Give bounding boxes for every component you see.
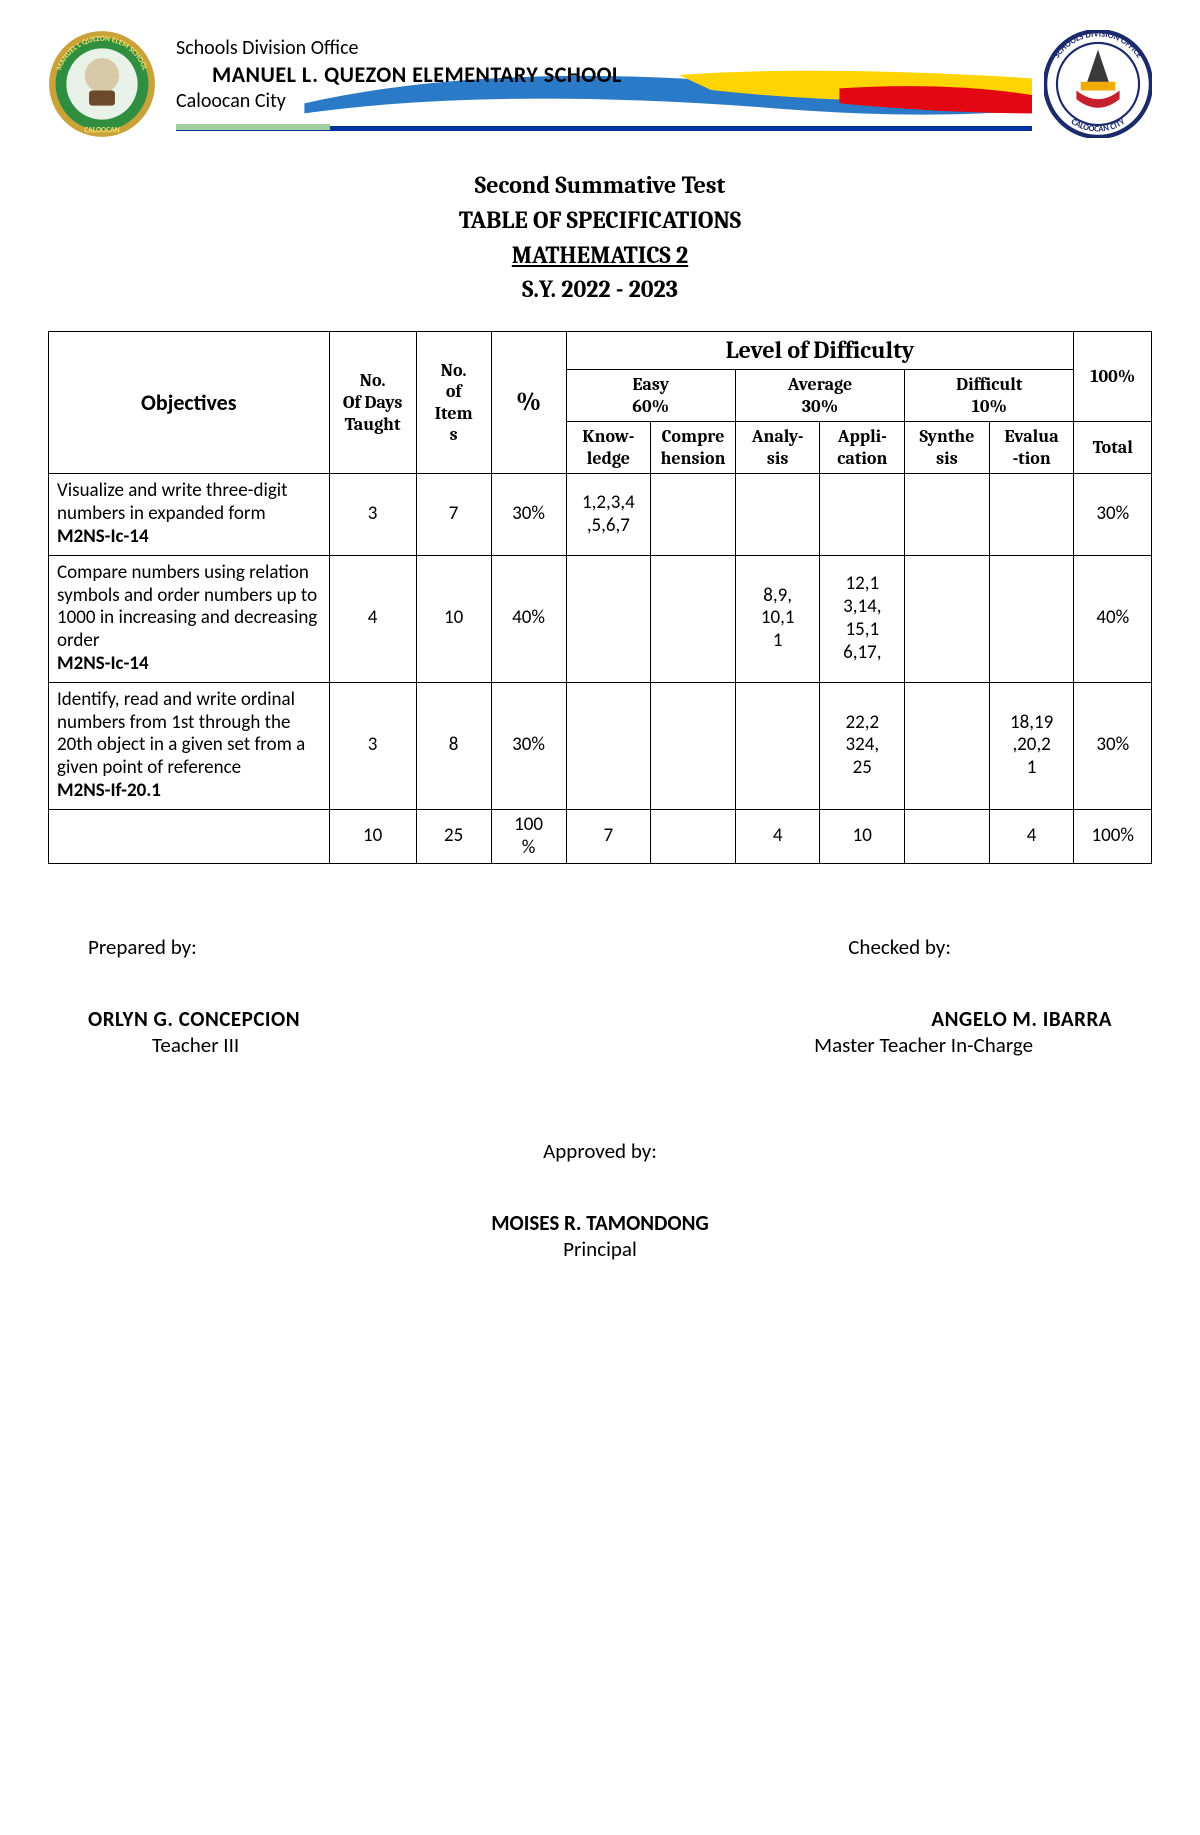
cell-days: 3 [329, 682, 416, 809]
cell-items: 7 [416, 474, 491, 555]
cell-knowledge: 1,2,3,4,5,6,7 [566, 474, 651, 555]
signature-block: Prepared by: ORLYN G. CONCEPCION Teacher… [48, 934, 1152, 1262]
col-total: Total [1074, 422, 1152, 474]
cell-days: 4 [329, 555, 416, 682]
cell-total-percent: 100% [491, 809, 566, 864]
col-knowledge: Know-ledge [566, 422, 651, 474]
table-header: Objectives No.Of DaysTaught No.ofItems %… [49, 332, 1152, 474]
cell-total-evaluation: 4 [989, 809, 1074, 864]
approved-name: MOISES R. TAMONDONG [48, 1210, 1152, 1236]
checked-label: Checked by: [848, 934, 1112, 960]
prepared-label: Prepared by: [88, 934, 559, 960]
division-seal-right: SCHOOLS DIVISION OFFICE CALOOCAN CITY [1044, 30, 1152, 138]
specifications-table: Objectives No.Of DaysTaught No.ofItems %… [48, 331, 1152, 864]
cell-items: 8 [416, 682, 491, 809]
title-subject: MATHEMATICS 2 [48, 238, 1152, 273]
checked-name: ANGELO M. IBARRA [641, 1006, 1112, 1032]
col-evaluation: Evalua-tion [989, 422, 1074, 474]
col-difficult: Difficult10% [905, 369, 1074, 421]
city-name: Caloocan City [176, 89, 622, 114]
cell-knowledge [566, 682, 651, 809]
cell-analysis [735, 682, 820, 809]
school-name: MANUEL L. QUEZON ELEMENTARY SCHOOL [212, 61, 622, 89]
title-line-1: Second Summative Test [48, 168, 1152, 203]
cell-total-synthesis [905, 809, 990, 864]
cell-comprehension [651, 555, 736, 682]
col-items: No.ofItems [416, 332, 491, 474]
prepared-title: Teacher III [152, 1032, 559, 1058]
col-objectives: Objectives [49, 332, 330, 474]
document-title-block: Second Summative Test TABLE OF SPECIFICA… [48, 168, 1152, 307]
cell-total-analysis: 4 [735, 809, 820, 864]
cell-total-comprehension [651, 809, 736, 864]
table-row: Identify, read and write ordinal numbers… [49, 682, 1152, 809]
col-synthesis: Synthesis [905, 422, 990, 474]
col-average: Average30% [735, 369, 904, 421]
cell-objective-total [49, 809, 330, 864]
table-totals-row: 1025100%74104100% [49, 809, 1152, 864]
cell-total: 40% [1074, 555, 1152, 682]
cell-total-items: 25 [416, 809, 491, 864]
cell-evaluation [989, 555, 1074, 682]
cell-synthesis [905, 474, 990, 555]
letterhead-text: Schools Division Office MANUEL L. QUEZON… [176, 36, 622, 114]
title-line-2: TABLE OF SPECIFICATIONS [48, 203, 1152, 238]
cell-total: 30% [1074, 682, 1152, 809]
cell-total-application: 10 [820, 809, 905, 864]
cell-percent: 30% [491, 474, 566, 555]
cell-total: 30% [1074, 474, 1152, 555]
cell-days: 3 [329, 474, 416, 555]
cell-analysis: 8,9,10,11 [735, 555, 820, 682]
cell-objective: Visualize and write three-digit numbers … [49, 474, 330, 555]
cell-application: 22,2324,25 [820, 682, 905, 809]
approved-by: Approved by: MOISES R. TAMONDONG Princip… [48, 1138, 1152, 1262]
cell-percent: 30% [491, 682, 566, 809]
cell-synthesis [905, 682, 990, 809]
cell-percent: 40% [491, 555, 566, 682]
prepared-name: ORLYN G. CONCEPCION [88, 1006, 559, 1032]
cell-evaluation: 18,19,20,21 [989, 682, 1074, 809]
cell-comprehension [651, 682, 736, 809]
school-seal-left: MANUEL L QUEZON ELEM SCHOOL CALOOCAN [48, 30, 156, 138]
table-body: Visualize and write three-digit numbers … [49, 474, 1152, 864]
cell-total-knowledge: 7 [566, 809, 651, 864]
col-percent: % [491, 332, 566, 474]
col-application: Appli-cation [820, 422, 905, 474]
cell-application [820, 474, 905, 555]
page: MANUEL L QUEZON ELEM SCHOOL CALOOCAN Sch… [0, 0, 1200, 1835]
letterhead: MANUEL L QUEZON ELEM SCHOOL CALOOCAN Sch… [48, 30, 1152, 140]
title-schoolyear: S.Y. 2022 - 2023 [48, 272, 1152, 307]
header-divider [176, 122, 1032, 132]
cell-analysis [735, 474, 820, 555]
cell-objective: Compare numbers using relation symbols a… [49, 555, 330, 682]
cell-application: 12,13,14,15,16,17, [820, 555, 905, 682]
approved-label: Approved by: [48, 1138, 1152, 1164]
col-days: No.Of DaysTaught [329, 332, 416, 474]
cell-comprehension [651, 474, 736, 555]
table-row: Visualize and write three-digit numbers … [49, 474, 1152, 555]
col-level-of-difficulty: Level of Difficulty [566, 332, 1074, 370]
svg-text:CALOOCAN: CALOOCAN [84, 127, 119, 136]
prepared-by: Prepared by: ORLYN G. CONCEPCION Teacher… [88, 934, 559, 1058]
approved-title: Principal [48, 1236, 1152, 1262]
cell-total-total: 100% [1074, 809, 1152, 864]
cell-total-days: 10 [329, 809, 416, 864]
cell-items: 10 [416, 555, 491, 682]
table-row: Compare numbers using relation symbols a… [49, 555, 1152, 682]
division-office: Schools Division Office [176, 36, 622, 61]
cell-evaluation [989, 474, 1074, 555]
col-analysis: Analy-sis [735, 422, 820, 474]
cell-knowledge [566, 555, 651, 682]
cell-objective: Identify, read and write ordinal numbers… [49, 682, 330, 809]
col-easy: Easy60% [566, 369, 735, 421]
col-100pct: 100% [1074, 332, 1152, 422]
col-comprehension: Comprehension [651, 422, 736, 474]
checked-by: Checked by: ANGELO M. IBARRA Master Teac… [641, 934, 1112, 1058]
checked-title: Master Teacher In-Charge [735, 1032, 1112, 1058]
cell-synthesis [905, 555, 990, 682]
